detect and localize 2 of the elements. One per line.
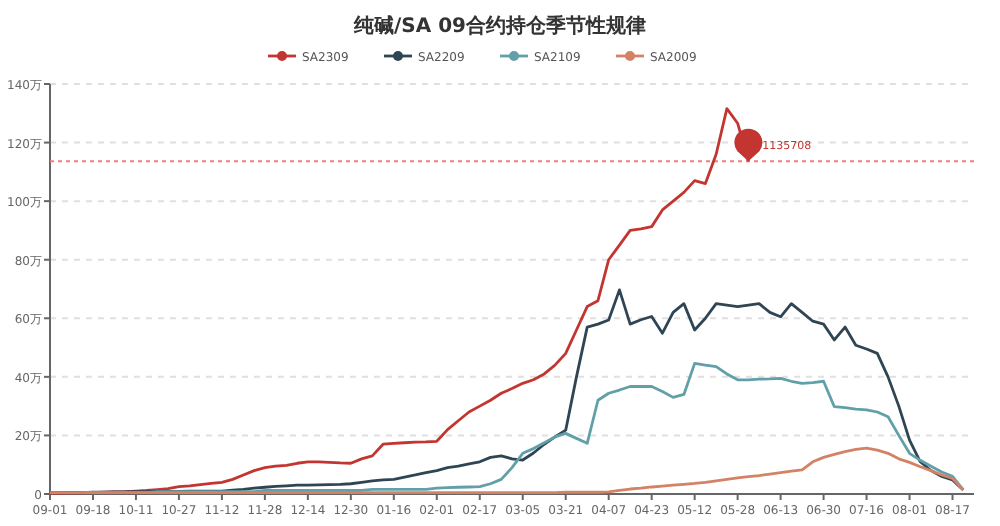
line-series: [48, 446, 965, 494]
chart-title: 纯碱/SA 09合约持仓季节性规律: [352, 14, 646, 38]
